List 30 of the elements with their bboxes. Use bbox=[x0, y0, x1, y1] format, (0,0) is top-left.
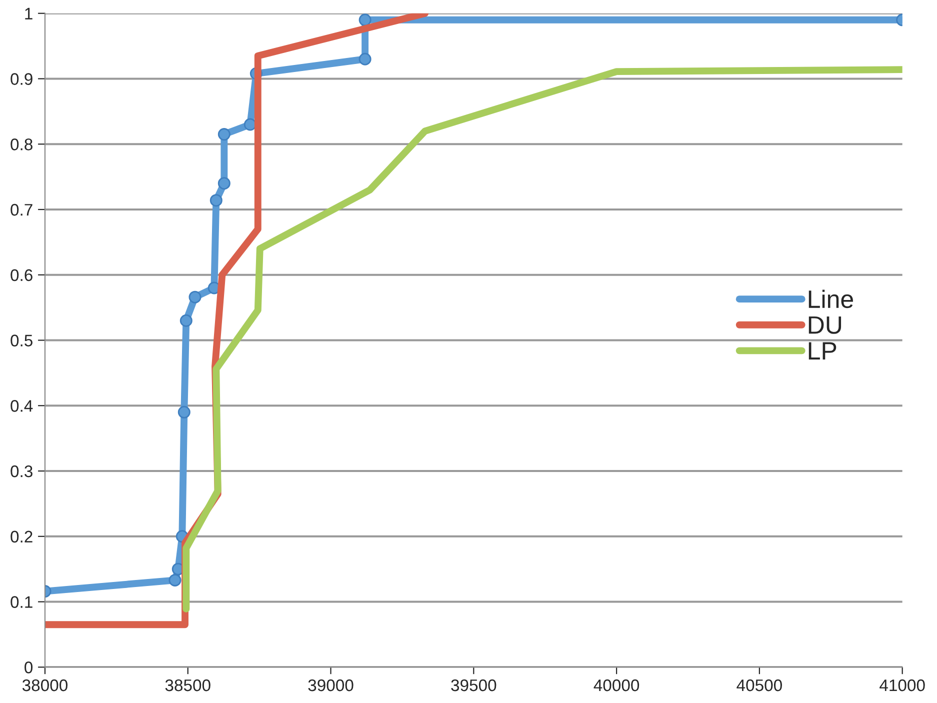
x-tick-label: 39000 bbox=[308, 679, 354, 692]
x-tick-label: 39500 bbox=[451, 679, 496, 692]
point bbox=[188, 290, 202, 304]
y-tick-label: 0.5 bbox=[10, 334, 32, 346]
x-tick-label: 40500 bbox=[736, 679, 782, 692]
y-tick-label: 0 bbox=[24, 662, 33, 674]
point bbox=[168, 574, 182, 586]
y-tick-label: 0.7 bbox=[10, 204, 32, 216]
y-tick-label: 0.6 bbox=[10, 269, 32, 282]
legend-label: Line bbox=[808, 290, 854, 308]
point bbox=[180, 314, 192, 327]
y-tick-label: 0.2 bbox=[10, 530, 32, 543]
y-tick-label: 0.4 bbox=[10, 400, 33, 412]
y-tick-label: 0.8 bbox=[10, 138, 32, 150]
y-tick-label: 0.9 bbox=[10, 73, 32, 85]
legend-label: DU bbox=[808, 316, 842, 334]
x-tick-label: 38500 bbox=[165, 679, 210, 692]
x-tick-label: 41000 bbox=[880, 679, 925, 692]
point bbox=[358, 14, 372, 26]
point bbox=[210, 194, 222, 207]
x-tick-label: 40000 bbox=[594, 679, 640, 692]
x-tick-label: 38000 bbox=[22, 679, 68, 692]
y-tick-label: 0.1 bbox=[10, 596, 32, 608]
legend-label: LP bbox=[808, 342, 836, 360]
point bbox=[178, 406, 190, 418]
point bbox=[218, 177, 230, 190]
y-tick-label: 1 bbox=[25, 8, 32, 20]
y-tick-label: 0.3 bbox=[10, 465, 32, 478]
point bbox=[218, 128, 230, 141]
point bbox=[358, 52, 372, 66]
